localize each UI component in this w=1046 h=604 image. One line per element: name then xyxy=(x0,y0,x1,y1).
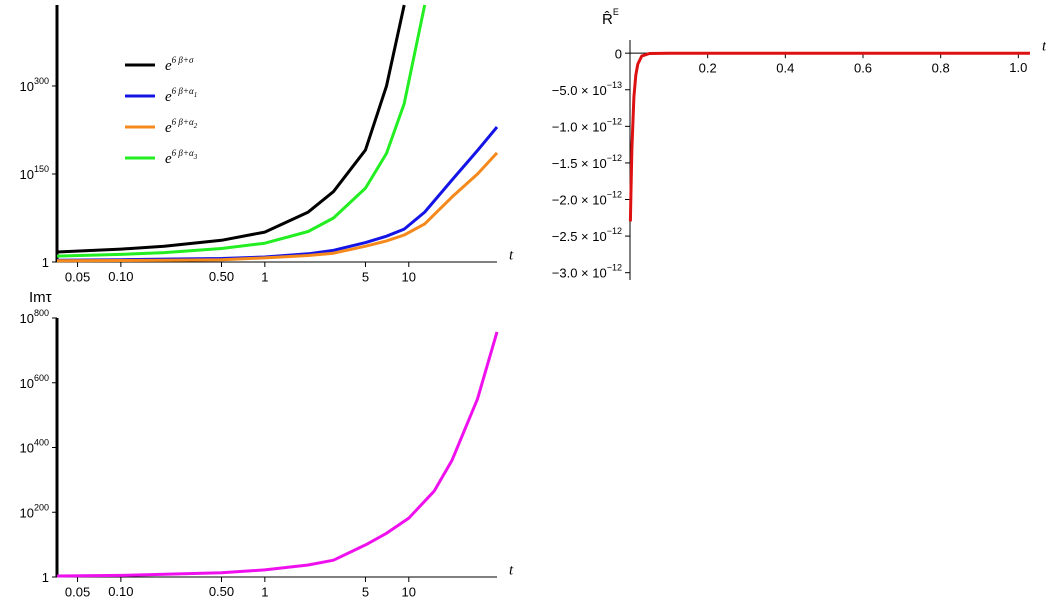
y-tick-label: 10400 xyxy=(20,438,50,456)
y-tick-label: −2.5 × 10−12 xyxy=(552,226,622,244)
tick-exponent: 600 xyxy=(34,373,49,383)
x-tick-label: 0.50 xyxy=(209,269,234,284)
tick-base: 10 xyxy=(20,376,34,391)
x-tick-label: 10 xyxy=(402,584,416,599)
x-tick-label: 0.2 xyxy=(699,61,717,76)
y-tick-label: 10600 xyxy=(20,373,50,391)
tick-base: 10 xyxy=(20,167,34,182)
x-axis-label: t xyxy=(1042,39,1046,55)
tick-exponent: 400 xyxy=(34,438,49,448)
x-tick-label: 0.4 xyxy=(776,61,794,76)
y-label-base: Imτ xyxy=(29,289,52,306)
tick-base: 10 xyxy=(20,311,34,326)
x-tick-label: 0.05 xyxy=(65,269,90,284)
series-line xyxy=(56,331,499,578)
tick-base: −5.0 × 10 xyxy=(552,83,607,98)
y-tick-label: 10300 xyxy=(20,76,50,94)
y-tick-label: 1 xyxy=(42,570,49,585)
y-axis-label: R̂E xyxy=(602,7,619,28)
series-line xyxy=(56,4,406,254)
legend-label: e6 β+α2 xyxy=(165,117,198,136)
series-line xyxy=(56,151,499,263)
legend-sub: 1 xyxy=(194,91,198,99)
tick-base: 1 xyxy=(42,570,49,585)
y-tick-label: −1.5 × 10−12 xyxy=(552,153,622,171)
legend-label: e6 β+α3 xyxy=(165,148,198,167)
tick-exponent: −12 xyxy=(607,153,622,163)
tick-base: 1.0 xyxy=(1009,61,1027,76)
y-tick-label: 0 xyxy=(615,47,622,62)
legend-sub: 2 xyxy=(194,122,198,130)
tick-base: −2.0 × 10 xyxy=(552,193,607,208)
x-tick-label: 0.10 xyxy=(108,269,133,284)
x-tick-label: 1 xyxy=(261,269,268,284)
x-tick-label: 0.05 xyxy=(65,584,90,599)
tick-base: 10 xyxy=(20,79,34,94)
legend-sub: 3 xyxy=(193,153,198,161)
x-tick-label: 0.6 xyxy=(854,61,872,76)
tick-exponent: 150 xyxy=(34,164,49,174)
tick-base: −1.5 × 10 xyxy=(552,156,607,171)
x-tick-label: 1 xyxy=(261,584,268,599)
legend-base: e xyxy=(165,58,172,74)
y-tick-label: 10200 xyxy=(20,503,50,521)
tick-base: −1.0 × 10 xyxy=(552,120,607,135)
y-tick-label: 10800 xyxy=(20,308,50,326)
series-line xyxy=(628,51,1030,222)
tick-exponent: −12 xyxy=(607,226,622,236)
tick-exponent: −13 xyxy=(607,80,622,90)
tick-base: 0.10 xyxy=(108,269,133,284)
x-tick-label: 0.50 xyxy=(209,584,234,599)
tick-base: −3.0 × 10 xyxy=(552,266,607,281)
tick-base: −2.5 × 10 xyxy=(552,230,607,245)
x-tick-label: 5 xyxy=(362,269,369,284)
x-tick-label: 10 xyxy=(402,269,416,284)
tick-base: 0.50 xyxy=(209,584,234,599)
x-tick-label: 1.0 xyxy=(1009,61,1027,76)
tick-exponent: 300 xyxy=(34,76,49,86)
legend-sup: 6 β+α xyxy=(172,148,194,158)
y-tick-label: −1.0 × 10−12 xyxy=(552,117,622,135)
y-label-base: R̂ xyxy=(602,10,613,27)
x-axis-label: t xyxy=(509,247,514,263)
legend-sup: 6 β+α xyxy=(172,86,194,96)
tick-base: 1 xyxy=(42,255,49,270)
y-tick-label: −2.0 × 10−12 xyxy=(552,190,622,208)
y-tick-label: 1 xyxy=(42,255,49,270)
y-tick-label: −5.0 × 10−13 xyxy=(552,80,622,98)
tick-exponent: −12 xyxy=(607,117,622,127)
legend-sup: 6 β+σ xyxy=(172,55,194,65)
legend-label: e6 β+σ xyxy=(165,55,194,74)
tick-base: 10 xyxy=(20,441,34,456)
x-axis-label: t xyxy=(509,562,514,578)
legend-base: e xyxy=(165,120,172,136)
x-tick-label: 0.10 xyxy=(108,584,133,599)
tick-exponent: 200 xyxy=(34,503,49,513)
series-line xyxy=(56,4,427,258)
tick-exponent: −12 xyxy=(607,263,622,273)
y-label-sup: E xyxy=(613,7,619,17)
x-tick-label: 5 xyxy=(362,584,369,599)
tick-exponent: −12 xyxy=(607,190,622,200)
legend-label: e6 β+α1 xyxy=(165,86,197,105)
legend-base: e xyxy=(165,89,172,105)
y-axis-label: Imτ xyxy=(29,289,52,306)
legend-base: e xyxy=(165,151,172,167)
x-tick-label: 0.8 xyxy=(932,61,950,76)
tick-base: 0.10 xyxy=(108,584,133,599)
y-tick-label: 10150 xyxy=(20,164,50,182)
tick-base: 10 xyxy=(20,506,34,521)
tick-base: 0.50 xyxy=(209,269,234,284)
legend-sup: 6 β+α xyxy=(172,117,194,127)
y-tick-label: −3.0 × 10−12 xyxy=(552,263,622,281)
tick-exponent: 800 xyxy=(34,308,49,318)
